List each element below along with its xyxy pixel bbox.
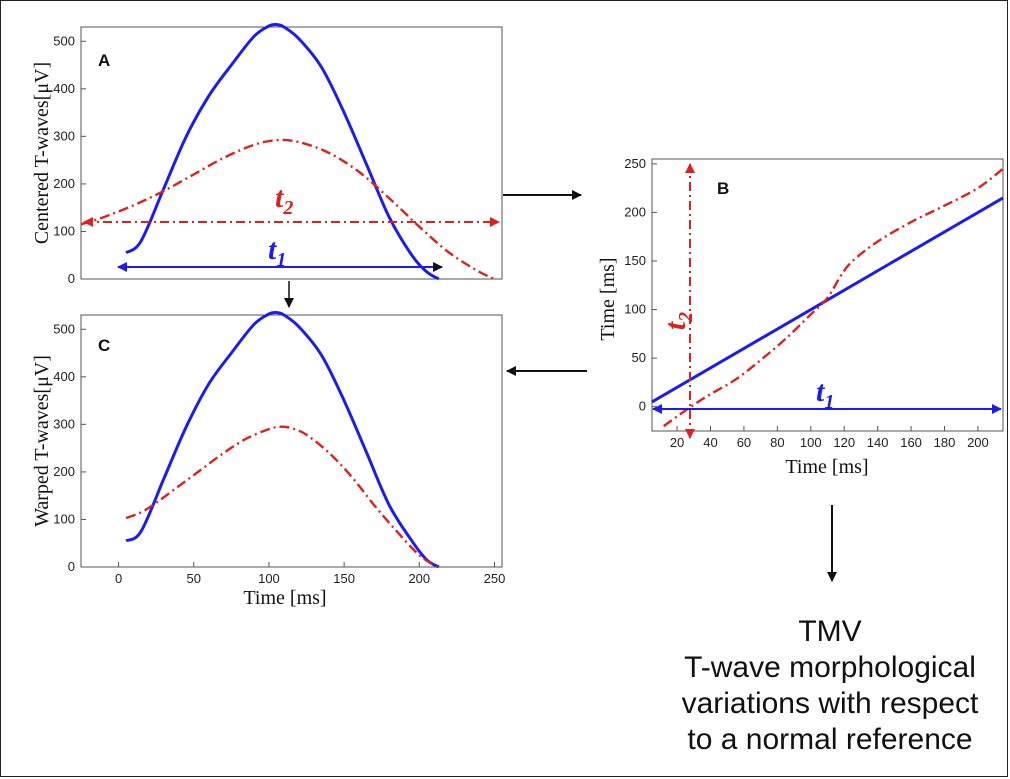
- x-tick-label: 20: [670, 435, 684, 450]
- panel-c: 0 100 200 300 400 500 0 50 100 150 200 250 C Warpe…: [31, 310, 505, 609]
- panel-c-y-ticks: 0 100 200 300 400 500: [53, 321, 86, 574]
- panel-c-ylabel: Warped T-waves[μV]: [31, 355, 53, 527]
- panel-c-letter: C: [98, 336, 110, 355]
- y-tick-label: 0: [68, 559, 75, 574]
- panel-b-ylabel: Time [ms]: [597, 257, 619, 340]
- panel-b-frame: [651, 158, 1004, 432]
- y-tick-label: 500: [53, 321, 75, 336]
- panel-b-series: [651, 167, 1004, 428]
- tmv-description-line-3: to a normal reference: [687, 723, 973, 756]
- red-dashdot-series-line: [80, 138, 496, 281]
- panel-a-series: [80, 22, 496, 281]
- x-tick-label: 150: [333, 571, 355, 586]
- panel-a-letter: A: [98, 51, 110, 70]
- y-tick-label: 300: [53, 416, 75, 431]
- panel-a-t2-label: t2: [275, 181, 293, 219]
- x-tick-label: 120: [833, 435, 855, 450]
- panel-c-xlabel: Time [ms]: [243, 587, 326, 609]
- y-tick-label: 100: [53, 223, 75, 238]
- x-tick-label: 200: [408, 571, 430, 586]
- tmv-caption: TMV T-wave morphological variations with…: [610, 614, 1010, 758]
- y-tick-label: 50: [632, 350, 646, 365]
- tmv-description-line-1: T-wave morphological: [684, 651, 976, 684]
- y-tick-label: 150: [624, 253, 646, 268]
- tmv-title: TMV: [798, 615, 862, 648]
- y-tick-label: 100: [624, 302, 646, 317]
- x-tick-label: 0: [115, 571, 122, 586]
- red-dashdot-series-line: [662, 167, 1004, 428]
- x-tick-label: 140: [867, 435, 889, 450]
- panel-b-letter: B: [717, 179, 729, 198]
- x-tick-label: 100: [258, 571, 280, 586]
- blue-solid-series-line: [651, 196, 1004, 404]
- x-tick-label: 50: [187, 571, 201, 586]
- x-tick-label: 80: [770, 435, 784, 450]
- x-tick-label: 160: [900, 435, 922, 450]
- panel-a-ylabel: Centered T-waves[μV]: [31, 62, 53, 244]
- panel-b-xlabel: Time [ms]: [785, 456, 868, 478]
- y-tick-label: 200: [53, 176, 75, 191]
- panel-b-x-ticks: 20 40 60 80 100 120 140 160 180 200: [670, 426, 989, 450]
- x-tick-label: 200: [967, 435, 989, 450]
- panel-c-series: [125, 310, 440, 569]
- red-dashdot-series-line: [125, 425, 438, 569]
- y-tick-label: 300: [53, 128, 75, 143]
- blue-solid-series-line: [125, 310, 440, 569]
- panel-b-t1-label: t1: [816, 375, 834, 413]
- panel-b-y-ticks: 0 50 100 150 200 250: [624, 156, 657, 414]
- y-tick-label: 200: [53, 464, 75, 479]
- y-tick-label: 400: [53, 369, 75, 384]
- y-tick-label: 0: [639, 399, 646, 414]
- panel-a-y-ticks: 0 100 200 300 400 500: [53, 33, 86, 286]
- y-tick-label: 100: [53, 511, 75, 526]
- x-tick-label: 40: [703, 435, 717, 450]
- blue-solid-series-line: [125, 22, 440, 281]
- y-tick-label: 400: [53, 81, 75, 96]
- x-tick-label: 100: [800, 435, 822, 450]
- panel-a-t1-label: t1: [268, 233, 286, 271]
- x-tick-label: 60: [737, 435, 751, 450]
- y-tick-label: 200: [624, 204, 646, 219]
- panel-a-frame: [80, 26, 503, 280]
- y-tick-label: 250: [624, 156, 646, 171]
- tmv-description-line-2: variations with respect: [681, 687, 979, 720]
- y-tick-label: 0: [68, 271, 75, 286]
- panel-c-x-ticks: 0 50 100 150 200 250: [115, 562, 505, 586]
- panel-c-frame: [80, 314, 503, 568]
- x-tick-label: 180: [934, 435, 956, 450]
- y-tick-label: 500: [53, 33, 75, 48]
- x-tick-label: 250: [484, 571, 506, 586]
- panel-b-t2-label: t2: [659, 312, 697, 330]
